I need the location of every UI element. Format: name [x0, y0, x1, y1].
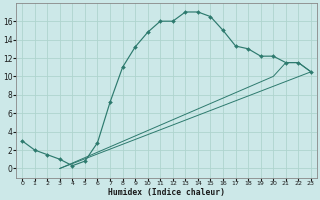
X-axis label: Humidex (Indice chaleur): Humidex (Indice chaleur): [108, 188, 225, 197]
